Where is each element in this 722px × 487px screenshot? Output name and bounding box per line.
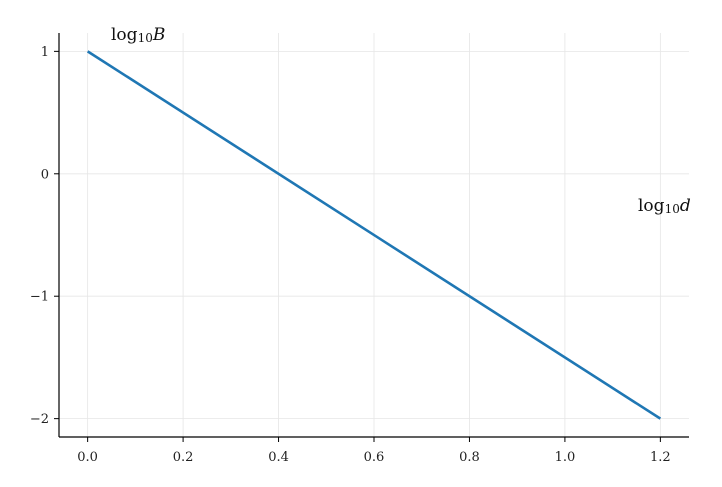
ticks: 0.0 0.2 0.4 0.6 0.8 1.0 1.2 1 0 −1 −2: [30, 45, 671, 465]
x-tick-label: 0.0: [77, 450, 98, 465]
x-tick-label: 1.0: [555, 450, 576, 465]
x-tick-label: 0.8: [459, 450, 480, 465]
y-axis-title: log10B: [111, 25, 165, 45]
series-line-0: [86, 50, 662, 420]
grid: [59, 33, 689, 437]
y-tick-label: −1: [30, 290, 49, 305]
x-tick-label: 0.4: [268, 450, 289, 465]
y-tick-label: 0: [41, 167, 49, 182]
x-tick-label: 0.6: [364, 450, 385, 465]
x-axis-title: log10d: [638, 196, 691, 216]
y-tick-label: 1: [41, 45, 49, 60]
y-tick-label: −2: [30, 412, 49, 427]
x-tick-label: 1.2: [650, 450, 671, 465]
x-tick-label: 0.2: [173, 450, 194, 465]
series-layer: [86, 50, 662, 420]
